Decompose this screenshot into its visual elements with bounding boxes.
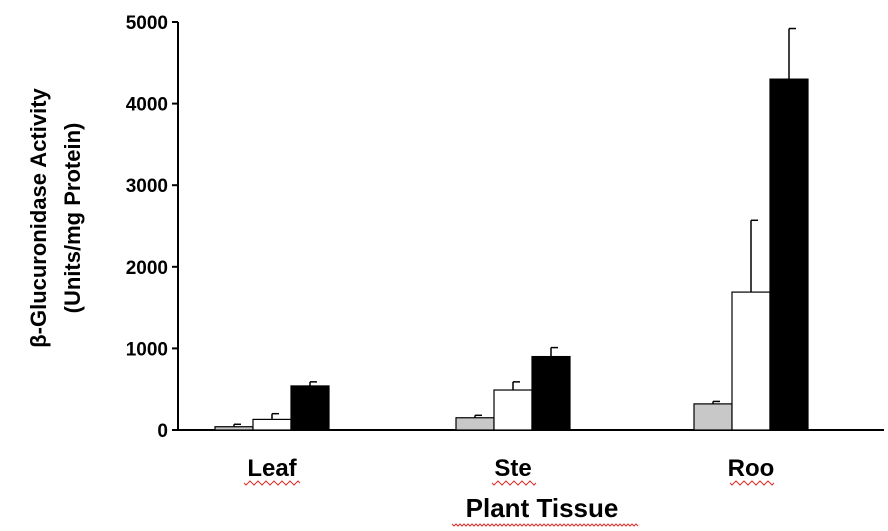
bar-roo-series-1	[693, 403, 733, 431]
x-tick-label: Ste	[494, 455, 531, 482]
y-tick-label: 3000	[126, 176, 168, 197]
y-tick-label: 5000	[126, 13, 168, 34]
bar-roo-series-2	[731, 291, 771, 431]
y-tick-label: 4000	[126, 95, 168, 116]
x-tick-label: Leaf	[247, 455, 297, 482]
spellcheck-underline	[491, 480, 537, 486]
bar-leaf-series-2	[252, 418, 292, 431]
bar-leaf-series-3	[290, 385, 330, 431]
y-tick-label: 0	[157, 421, 168, 442]
x-axis-title: Plant Tissue	[466, 493, 619, 523]
y-axis-title-line1: β-Glucuronidase Activity	[26, 87, 51, 347]
plot-area: 0 1000 2000 3000 4000 5000 Leaf Ste Roo	[126, 13, 884, 486]
bar-leaf-series-1	[214, 426, 254, 431]
bar-ste-series-1	[455, 417, 495, 431]
y-tick-label: 1000	[126, 339, 168, 360]
spellcheck-underline	[243, 480, 301, 486]
bar-ste-series-2	[493, 389, 533, 431]
y-axis-title-line2: (Units/mg Protein)	[60, 123, 85, 314]
x-tick-label: Roo	[728, 455, 775, 482]
spellcheck-underline	[451, 523, 639, 527]
y-tick-label: 2000	[126, 258, 168, 279]
spellcheck-underline	[729, 480, 775, 486]
bar-roo-series-3	[769, 78, 809, 431]
y-axis-title: β-Glucuronidase Activity (Units/mg Prote…	[26, 87, 85, 347]
bar-ste-series-3	[531, 355, 571, 431]
